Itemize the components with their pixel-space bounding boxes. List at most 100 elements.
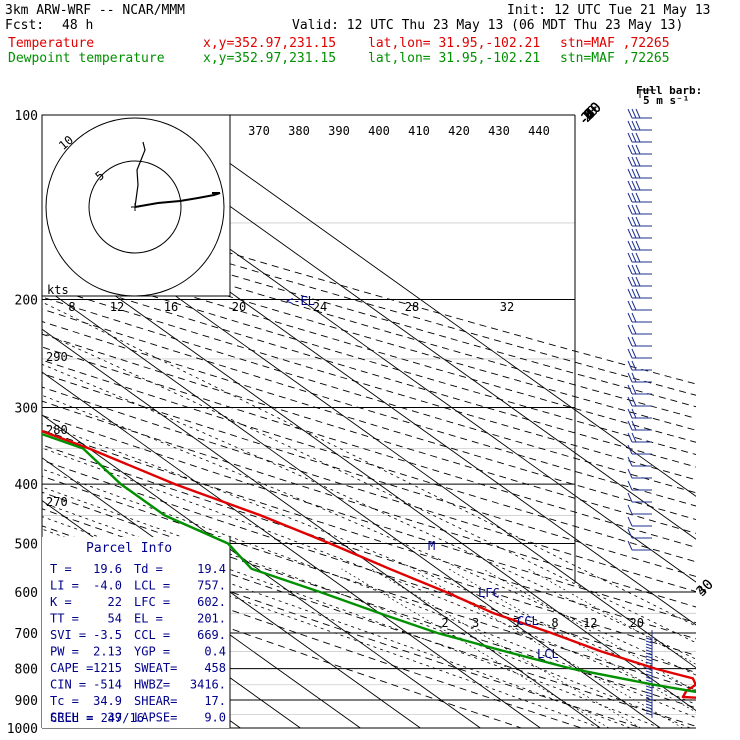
series-point [379,612,381,615]
parcel-value: 458 [204,661,226,675]
series-point [682,696,684,698]
valid-time: Valid: 12 UTC Thu 23 May 13 (06 MDT Thu … [292,18,684,33]
parcel-key: CAPE = [50,661,93,675]
moist-adiabats [42,301,696,728]
hodo-trace-upper [134,141,146,208]
parcel-cell: CELL = 247/16 [50,711,144,725]
temperature-xy: x,y=352.97,231.15 [203,36,337,51]
wind-barb [645,667,653,671]
theta-label-370: 370 [248,124,270,138]
isotherm [42,242,696,712]
wind-barb [645,679,653,683]
wind-barb [645,706,653,710]
parcel-key: CIN = [50,678,86,692]
pressure-label-400: 400 [15,478,38,493]
wind-barb [627,108,652,119]
series-point [174,483,176,485]
dry-adiabats [42,196,696,728]
parcel-value: 757. [197,579,226,593]
wind-barb [627,252,652,263]
series-point [259,514,262,517]
wind-barb [627,324,652,335]
dry-adiabat [42,272,696,468]
wind-barb [627,300,652,311]
parcel-value: 22 [108,595,122,609]
barb-legend-unit: 5 m s⁻¹ [643,94,689,107]
mixing-ratio-line [448,568,696,713]
theta-label-430: 430 [488,124,510,138]
series-point [163,514,166,517]
series-point [82,447,84,450]
series-point [708,693,710,695]
wind-barb [645,703,653,707]
wind-barb [645,658,653,662]
theta-label-390: 390 [328,124,350,138]
level-mark-el: <-EL [286,294,315,308]
forecast-label: Fcst: [5,18,45,33]
series-point [653,683,655,686]
wind-barb [627,336,652,347]
dry-adiabat [42,525,642,728]
wind-speed-label-16: 16 [164,300,178,314]
dry-adiabat [42,228,696,419]
series-point [388,568,391,570]
parcel-value: 669. [197,628,226,642]
wind-barb [645,670,653,674]
parcel-value: 201. [197,612,226,626]
series-point [692,677,694,680]
parcel-key: SVI = [50,628,86,642]
parcel-value: -4.0 [93,579,122,593]
wind-barb [627,360,652,371]
dewpoint-station: stn=MAF ,72265 [560,51,670,66]
parcel-key: T = [50,562,72,576]
dewpoint-legend: Dewpoint temperature [8,51,165,66]
theta-label-380: 380 [288,124,310,138]
series-point [445,591,447,593]
parcel-value: 19.6 [93,562,122,576]
wind-barb [627,204,652,215]
theta-label-440: 440 [528,124,550,138]
parcel-key: HWBZ= [134,678,170,692]
series-point [88,447,90,450]
parcel-value: 2.13 [93,645,122,659]
level-mark-m: M [428,539,435,553]
temp-axis-label-40: 40 [694,577,717,600]
wind-barb [645,712,653,716]
parcel-value: 39 [108,711,122,725]
mixing-ratio-label-2: 2 [441,616,448,630]
dry-adiabat [42,429,696,640]
sounding-lines [42,429,710,699]
wind-barb [645,685,653,689]
parcel-key: YGP = [134,645,170,659]
level-marks: <-EL M LFC CCL LCL [286,294,559,661]
moist-adiabat [42,516,631,728]
wind-speed-label-32: 32 [500,300,514,314]
wind-barb [627,240,652,251]
mixing-ratio-line [482,568,696,692]
pressure-label-800: 800 [15,663,38,678]
isotherm [161,115,696,497]
parcel-value: 17. [204,694,226,708]
wind-barb [627,372,652,383]
wind-barb [645,676,653,680]
isotherm [42,371,541,728]
wind-barb [627,288,652,299]
series-point [120,483,122,485]
parcel-key: LFC = [134,595,170,609]
pressure-label-200: 200 [15,294,38,309]
parcel-key: LCL = [134,579,170,593]
dry-adiabat [42,346,696,548]
parcel-key: K = [50,595,72,609]
wind-barb [627,156,652,167]
temperature-station: stn=MAF ,72265 [560,36,670,51]
parcel-key: Tc = [50,694,79,708]
pressure-label-100: 100 [15,109,38,124]
theta-left-label-270: 270 [46,495,68,509]
wind-barb [627,384,652,395]
dry-adiabat [42,296,696,494]
parcel-value: 9.0 [204,711,226,725]
wind-barb [627,276,652,287]
wind-barb [645,637,653,641]
wind-barb [627,264,652,275]
mixing-ratio-label-5: 5 [512,616,519,630]
